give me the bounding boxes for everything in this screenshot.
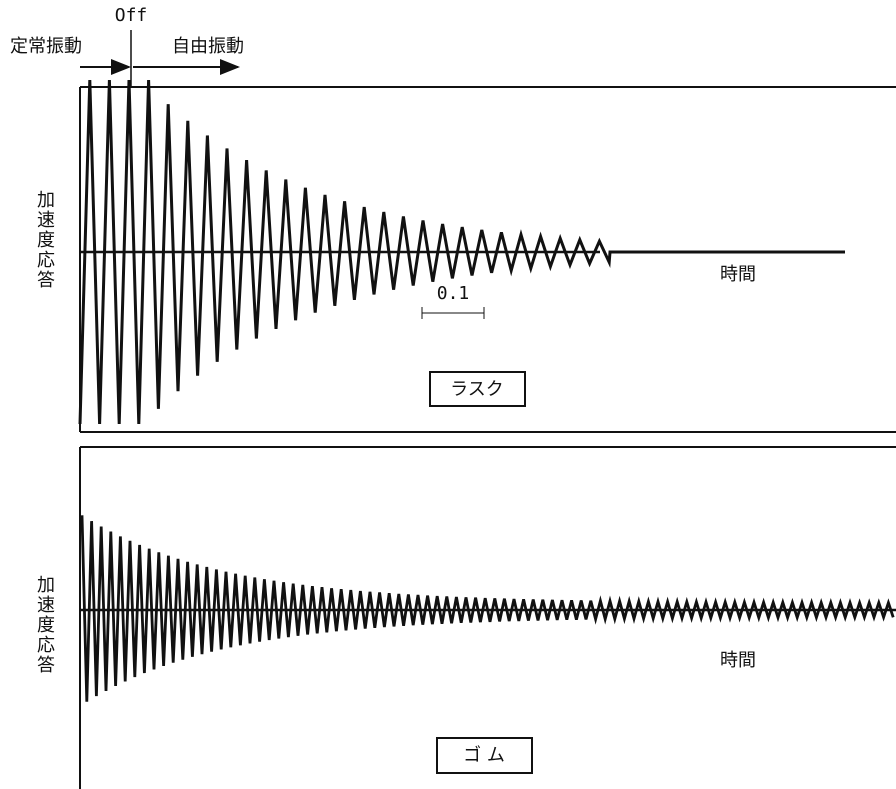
scale-label: 0.1 bbox=[437, 283, 470, 304]
x-axis-label: 時間 bbox=[720, 650, 756, 671]
y-axis-label: 加速度応答 bbox=[34, 190, 55, 290]
free-label: 自由振動 bbox=[172, 36, 244, 57]
material-box bbox=[429, 371, 526, 407]
y-axis-label: 加速度応答 bbox=[34, 575, 55, 675]
waveform bbox=[80, 515, 895, 702]
off-label: Off bbox=[115, 5, 148, 26]
steady-label: 定常振動 bbox=[10, 36, 82, 57]
material-label: ラスク bbox=[450, 379, 504, 400]
waveform bbox=[78, 79, 845, 425]
x-axis-label: 時間 bbox=[720, 264, 756, 285]
material-label: ゴ ム bbox=[463, 745, 505, 766]
material-box bbox=[436, 737, 533, 774]
